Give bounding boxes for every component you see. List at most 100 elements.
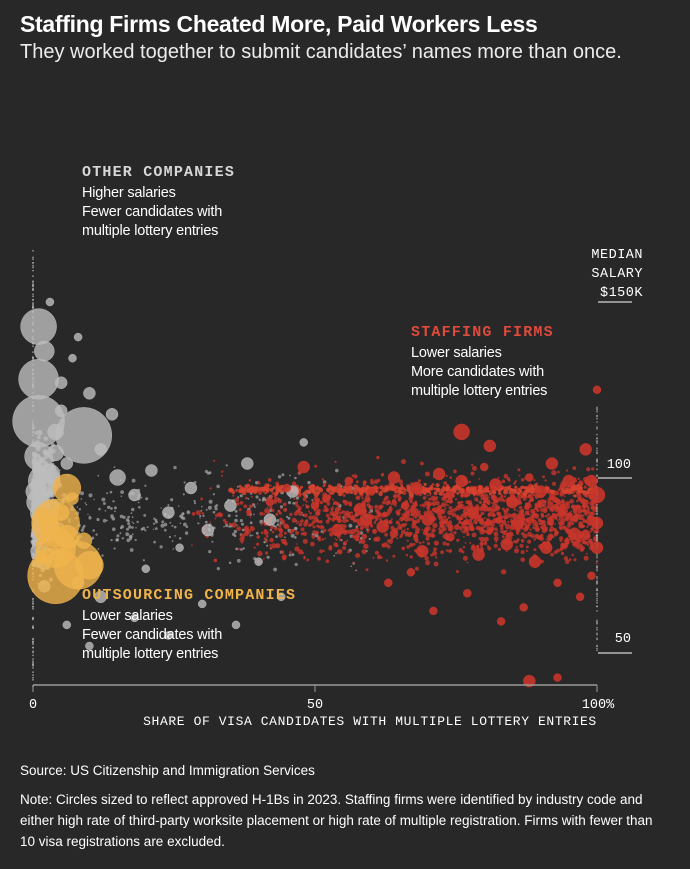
texture-dot — [265, 534, 269, 538]
texture-dot — [368, 528, 370, 530]
texture-dot — [342, 518, 347, 523]
texture-dot — [32, 603, 34, 605]
texture-dot — [501, 507, 505, 511]
annotation-line: Lower salaries — [82, 608, 173, 624]
texture-dot — [361, 549, 367, 555]
texture-dot — [143, 514, 147, 517]
texture-dot — [429, 485, 433, 489]
data-point-other-companies — [62, 620, 72, 630]
texture-dot — [275, 512, 279, 516]
texture-dot — [193, 502, 197, 505]
texture-dot — [287, 501, 292, 505]
texture-dot — [249, 516, 252, 518]
texture-dot — [596, 566, 598, 569]
texture-dot — [284, 536, 286, 539]
texture-dot — [403, 528, 406, 531]
texture-dot — [451, 512, 456, 517]
texture-dot — [223, 525, 225, 528]
texture-dot — [140, 527, 144, 531]
texture-dot — [142, 559, 145, 562]
y-axis-title-line: MEDIAN — [591, 248, 643, 263]
texture-dot — [565, 469, 569, 472]
texture-dot — [409, 542, 414, 548]
texture-dot — [227, 514, 231, 518]
texture-dot — [596, 601, 598, 604]
texture-dot — [173, 465, 177, 470]
texture-dot — [88, 516, 92, 520]
texture-dot — [479, 536, 485, 543]
texture-dot — [113, 506, 117, 510]
texture-dot — [495, 540, 498, 543]
texture-dot — [396, 493, 401, 498]
texture-dot — [443, 516, 446, 519]
texture-dot — [519, 543, 524, 548]
y-axis-title-line: SALARY — [591, 267, 643, 282]
texture-dot — [501, 524, 504, 526]
texture-dot — [323, 482, 327, 486]
texture-dot — [477, 488, 481, 492]
texture-dot — [433, 487, 437, 491]
texture-dot — [179, 522, 182, 525]
texture-dot — [32, 269, 34, 272]
data-point-staffing-firms — [562, 474, 576, 488]
texture-dot — [300, 485, 303, 489]
texture-dot — [458, 486, 462, 490]
data-point-staffing-firms — [453, 423, 470, 441]
texture-dot — [351, 474, 355, 478]
texture-dot — [526, 496, 529, 499]
data-point-staffing-firms — [511, 516, 525, 530]
texture-dot — [195, 510, 201, 516]
texture-dot — [550, 515, 554, 519]
texture-dot — [206, 471, 210, 475]
texture-dot — [391, 498, 397, 504]
texture-dot — [563, 556, 569, 561]
data-point-staffing-firms — [387, 471, 401, 484]
texture-dot — [522, 491, 528, 497]
texture-dot — [32, 663, 34, 666]
texture-dot — [412, 533, 419, 539]
texture-dot — [570, 510, 573, 513]
texture-dot — [303, 555, 306, 559]
texture-dot — [404, 533, 408, 537]
texture-dot — [596, 592, 598, 595]
texture-dot — [272, 486, 275, 489]
texture-dot — [97, 474, 100, 477]
texture-dot — [125, 532, 130, 537]
texture-dot — [394, 504, 397, 507]
texture-dot — [235, 489, 239, 492]
data-point-staffing-firms — [506, 495, 519, 509]
texture-dot — [335, 544, 339, 548]
texture-dot — [360, 538, 366, 545]
texture-dot — [517, 468, 521, 472]
texture-dot — [404, 510, 410, 516]
texture-dot — [456, 527, 459, 530]
texture-dot — [369, 524, 374, 528]
texture-dot — [225, 523, 229, 528]
texture-dot — [531, 513, 535, 517]
texture-dot — [333, 487, 336, 490]
texture-dot — [518, 505, 523, 510]
texture-dot — [32, 543, 34, 545]
data-point-other-companies — [39, 463, 61, 485]
texture-dot — [234, 497, 240, 502]
texture-dot — [290, 529, 295, 533]
texture-dot — [548, 505, 551, 508]
texture-dot — [32, 678, 34, 681]
texture-dot — [483, 493, 489, 499]
texture-dot — [297, 549, 304, 555]
texture-dot — [585, 541, 589, 545]
texture-dot — [356, 538, 359, 542]
texture-dot — [559, 527, 563, 531]
data-point-other-companies — [34, 340, 55, 362]
texture-dot — [440, 487, 446, 493]
texture-dot — [294, 546, 300, 552]
texture-dot — [144, 484, 147, 487]
texture-dot — [444, 507, 447, 510]
data-point-staffing-firms — [553, 673, 562, 682]
texture-dot — [448, 520, 453, 525]
texture-dot — [463, 535, 465, 538]
texture-dot — [527, 487, 533, 494]
texture-dot — [295, 531, 299, 535]
texture-dot — [412, 501, 417, 506]
texture-dot — [317, 556, 321, 561]
